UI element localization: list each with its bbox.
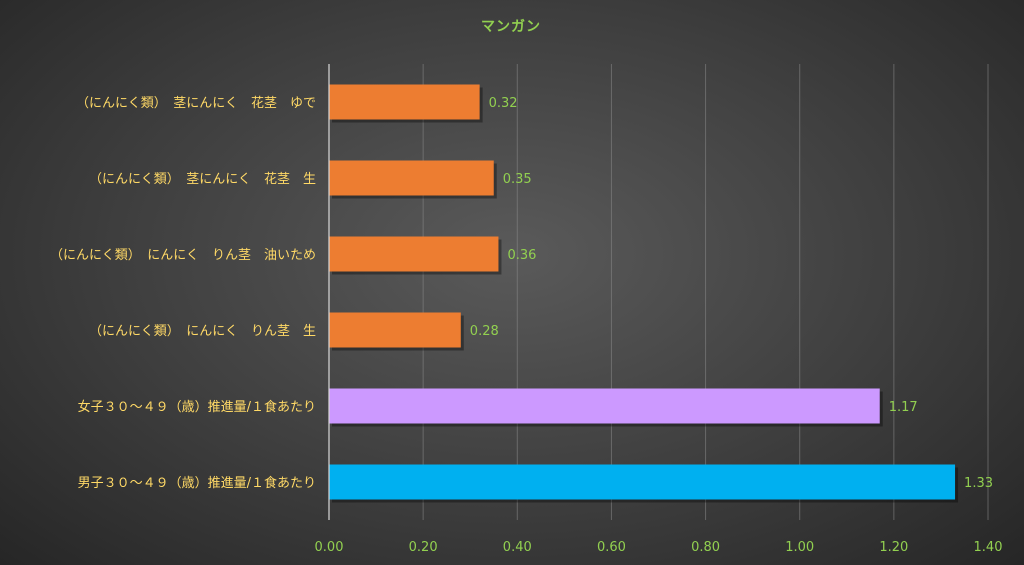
chart-title: マンガン [481,19,541,35]
data-label: 0.36 [507,248,536,263]
x-tick-label: 1.20 [879,540,908,555]
x-tick-label: 0.00 [315,540,344,555]
category-label: （にんにく類） 茎にんにく 花茎 ゆで [76,95,316,111]
data-label: 1.17 [889,400,918,415]
category-label: （にんにく類） にんにく りん茎 生 [89,324,316,339]
bar [329,84,480,120]
x-tick-label: 1.00 [785,540,814,555]
bar [329,312,461,348]
bar [329,388,880,424]
bar [329,464,956,500]
x-axis-tick-labels: 0.00 0.20 0.40 0.60 0.80 1.00 1.20 1.40 [315,540,1003,555]
category-label: 女子３０～４９（歳）推進量/１食あたり [78,399,316,415]
gridlines [422,64,989,520]
x-tick-label: 0.40 [503,540,532,555]
x-tick-label: 0.20 [409,540,438,555]
bars [329,84,959,503]
data-label: 1.33 [964,476,993,491]
bar [329,160,494,196]
data-label: 0.28 [470,324,499,339]
x-tick-label: 0.80 [691,540,720,555]
category-label: （にんにく類） にんにく りん茎 油いため [50,248,316,263]
value-labels: 0.32 0.35 0.36 0.28 1.17 1.33 [470,96,993,491]
category-labels: （にんにく類） 茎にんにく 花茎 ゆで （にんにく類） 茎にんにく 花茎 生 （にん… [50,95,316,491]
x-tick-label: 0.60 [597,540,626,555]
data-label: 0.35 [503,172,532,187]
bar [329,236,499,272]
data-label: 0.32 [489,96,518,111]
category-label: （にんにく類） 茎にんにく 花茎 生 [89,171,316,187]
x-tick-label: 1.40 [974,540,1003,555]
category-label: 男子３０～４９（歳）推進量/１食あたり [78,475,316,491]
